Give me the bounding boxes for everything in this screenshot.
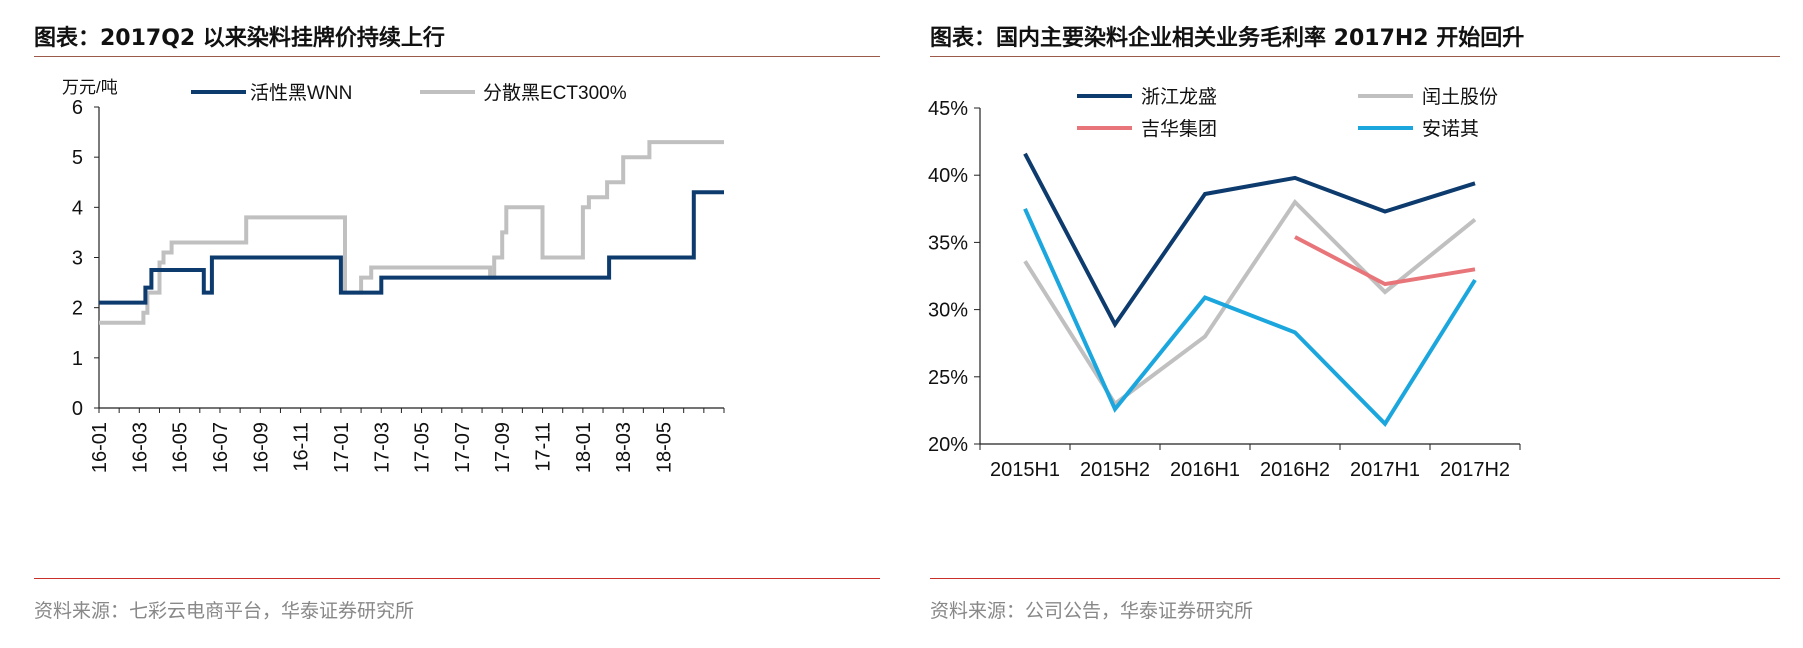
right-chart-title: 图表：国内主要染料企业相关业务毛利率 2017H2 开始回升 (930, 26, 1525, 51)
right-source-note: 资料来源：公司公告，华泰证券研究所 (930, 600, 1254, 622)
x-tick-label: 16-11 (291, 422, 313, 472)
series-line-wnn (99, 190, 724, 305)
left-chart-panel: 图表：2017Q2 以来染料挂牌价持续上行 万元/吨 0 1 2 3 4 5 6 16-01 16… (0, 0, 900, 648)
series-line-ect300 (99, 140, 724, 325)
right-bottom-rule (930, 578, 1780, 579)
x-tick-label: 17-01 (331, 422, 353, 473)
legend-label: 浙江龙盛 (1141, 86, 1217, 108)
series-line-anoky (1023, 207, 1477, 428)
x-tick-label: 2015H2 (1080, 459, 1150, 481)
series-line-jihua (1294, 235, 1476, 287)
right-title-rule (930, 56, 1780, 57)
x-tick-label: 16-03 (129, 422, 151, 473)
legend-label: 吉华集团 (1141, 118, 1217, 140)
y-tick-label: 25% (928, 367, 968, 389)
x-tick-label: 17-11 (533, 422, 555, 472)
y-tick-label: 2 (72, 298, 83, 320)
left-bottom-rule (34, 578, 880, 579)
x-tick-label: 16-05 (170, 422, 192, 473)
legend-label: 闰土股份 (1422, 86, 1498, 108)
x-tick-label: 18-03 (613, 422, 635, 473)
right-chart-panel: 图表：国内主要染料企业相关业务毛利率 2017H2 开始回升 20% 25% 30%… (900, 0, 1803, 648)
left-source-note: 资料来源：七彩云电商平台，华泰证券研究所 (34, 600, 415, 622)
y-unit-label: 万元/吨 (62, 78, 118, 97)
x-tick-label: 17-05 (412, 422, 434, 473)
y-tick-label: 0 (72, 398, 83, 420)
left-chart-title: 图表：2017Q2 以来染料挂牌价持续上行 (34, 26, 445, 51)
legend-label: 分散黑ECT300% (483, 82, 627, 104)
y-tick-label: 40% (928, 165, 968, 187)
legend-label: 活性黑WNN (250, 82, 352, 104)
y-tick-label: 4 (72, 197, 83, 219)
series-line-runtu (1023, 198, 1477, 407)
y-tick-label: 5 (72, 147, 83, 169)
x-tick-label: 2017H1 (1350, 459, 1420, 481)
x-tick-label: 17-07 (452, 422, 474, 473)
left-chart: 万元/吨 0 1 2 3 4 5 6 16-01 16-03 16-05 16-07 16-09 16-1… (62, 78, 725, 473)
x-tick-label: 2017H2 (1440, 459, 1510, 481)
left-title-rule (34, 56, 880, 57)
y-tick-label: 35% (928, 232, 968, 254)
series-line-longsheng (1023, 152, 1476, 329)
x-tick-label: 17-03 (371, 422, 393, 473)
x-tick-label: 18-01 (573, 422, 595, 473)
x-tick-label: 18-05 (654, 422, 676, 473)
legend-label: 安诺其 (1422, 118, 1479, 140)
y-tick-label: 30% (928, 300, 968, 322)
x-tick-label: 16-01 (89, 422, 111, 473)
y-tick-label: 3 (72, 248, 83, 270)
x-tick-label: 16-07 (210, 422, 232, 473)
y-tick-label: 45% (928, 98, 968, 120)
right-chart: 20% 25% 30% 35% 40% 45% 2015H1 2015H2 2016H1 2016… (928, 86, 1521, 481)
y-tick-label: 6 (72, 97, 83, 119)
y-tick-label: 20% (928, 434, 968, 456)
x-tick-label: 16-09 (250, 422, 272, 473)
x-tick-label: 2016H1 (1170, 459, 1240, 481)
y-tick-label: 1 (72, 348, 83, 370)
x-tick-label: 2016H2 (1260, 459, 1330, 481)
x-tick-label: 2015H1 (990, 459, 1060, 481)
x-tick-label: 17-09 (492, 422, 514, 473)
